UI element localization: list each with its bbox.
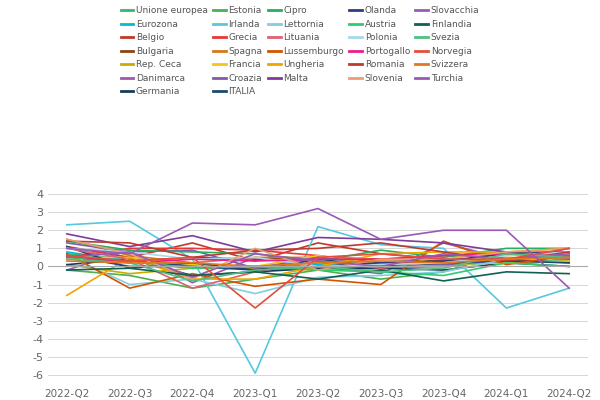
Legend: Unione europea, Eurozona, Belgio, Bulgaria, Rep. Ceca, Danimarca, Germania, Esto: Unione europea, Eurozona, Belgio, Bulgar…: [119, 4, 481, 98]
